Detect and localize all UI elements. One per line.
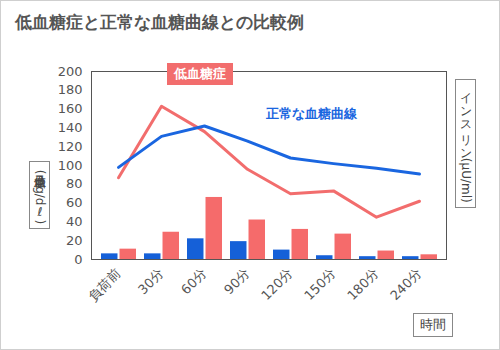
svg-text:60: 60 xyxy=(66,195,83,210)
html-text:血糖値 (mg/dℓ): 血糖値 (mg/dℓ) xyxy=(33,166,47,225)
html-text:低血糖症: 低血糖症 xyxy=(174,66,226,81)
html-text:インスリン (μU/ml): インスリン (μU/ml) xyxy=(459,84,473,203)
svg-text:負荷前: 負荷前 xyxy=(85,266,123,304)
svg-text:90分: 90分 xyxy=(221,266,252,297)
svg-text:30分: 30分 xyxy=(135,266,166,297)
svg-text:20: 20 xyxy=(66,233,83,248)
svg-text:120分: 120分 xyxy=(258,266,295,303)
svg-text:180: 180 xyxy=(58,82,83,97)
html-text:低血糖症と正常な血糖曲線との比較例: 低血糖症と正常な血糖曲線との比較例 xyxy=(15,12,304,32)
svg-text:40: 40 xyxy=(66,214,83,229)
svg-text:100: 100 xyxy=(58,158,83,173)
svg-text:200: 200 xyxy=(58,64,83,79)
svg-text:80: 80 xyxy=(66,176,83,191)
svg-text:140: 140 xyxy=(58,120,83,135)
svg-text:150分: 150分 xyxy=(301,266,338,303)
html-text:時間: 時間 xyxy=(420,317,446,332)
svg-text:180分: 180分 xyxy=(344,266,381,303)
svg-text:240分: 240分 xyxy=(387,266,424,303)
svg-text:160: 160 xyxy=(58,101,83,116)
html-text:正常な血糖曲線: 正常な血糖曲線 xyxy=(266,106,357,121)
svg-text:60分: 60分 xyxy=(178,266,209,297)
svg-text:0: 0 xyxy=(74,252,82,267)
svg-text:120: 120 xyxy=(58,139,83,154)
